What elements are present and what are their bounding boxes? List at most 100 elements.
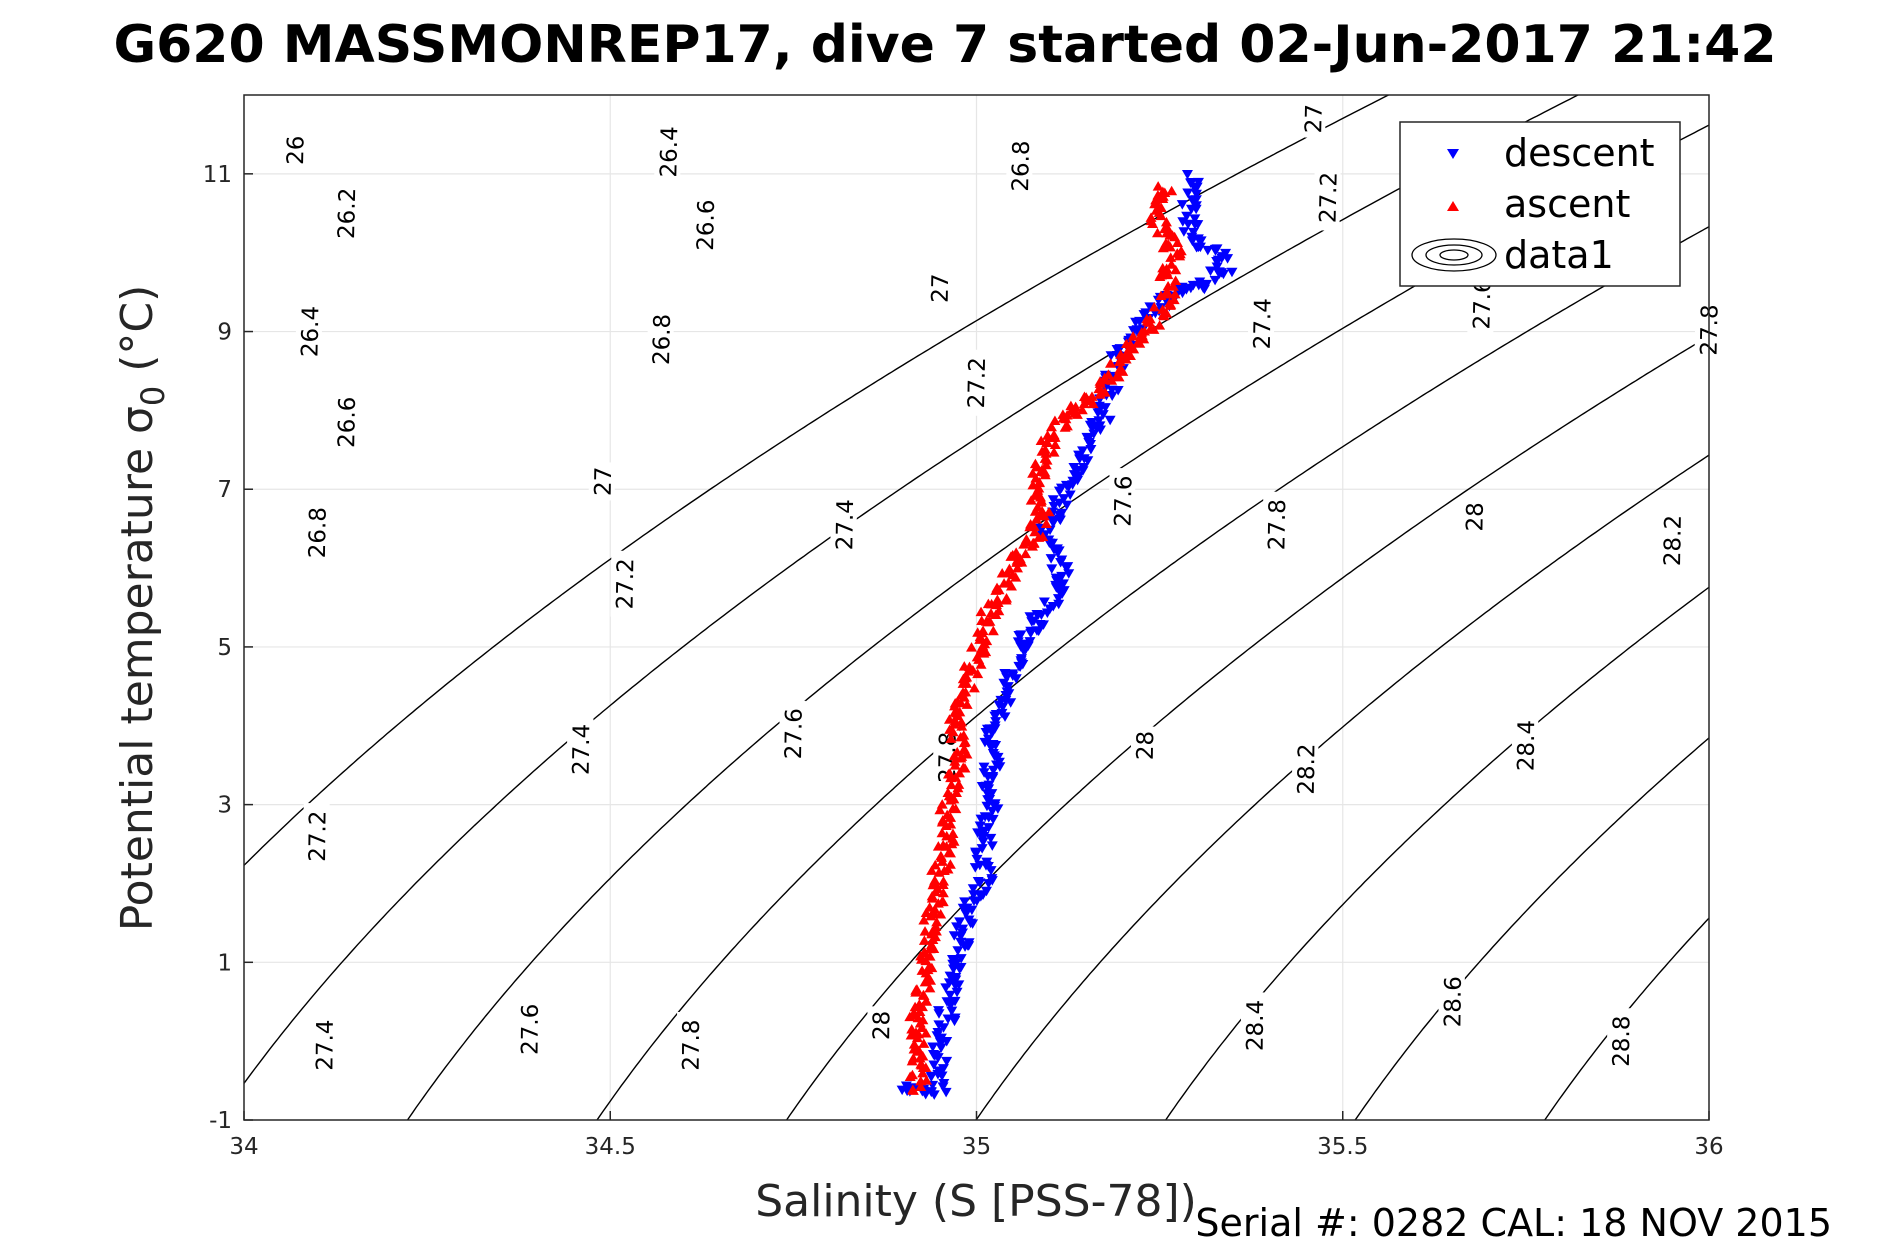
contour-label-text: 28: [1462, 502, 1489, 532]
contour-label: 27.4: [1247, 290, 1277, 357]
data-point-ascent: [978, 648, 990, 658]
data-point-ascent: [932, 883, 944, 894]
data-point-descent: [1106, 385, 1118, 396]
data-point-ascent: [915, 1081, 927, 1092]
contour-label-text: 27.4: [569, 724, 596, 776]
data-point-ascent: [982, 616, 994, 627]
contour-label-halo: [610, 550, 638, 617]
data-point-descent: [960, 909, 972, 920]
data-point-descent: [1015, 630, 1027, 640]
data-point-ascent: [906, 1055, 918, 1066]
data-point-ascent: [916, 1022, 928, 1033]
data-point-descent: [1176, 288, 1188, 299]
contour-label: 27: [1299, 99, 1328, 138]
data-point-ascent: [945, 779, 957, 790]
data-point-ascent: [959, 736, 971, 747]
contour-label-text: 27: [1301, 104, 1328, 134]
data-point-ascent: [971, 651, 983, 662]
data-point-ascent: [1154, 271, 1166, 282]
contour-label-halo: [302, 499, 330, 566]
data-point-descent: [967, 919, 979, 929]
contour-label-text: 28.4: [1243, 1000, 1269, 1051]
contour-label: 26.6: [690, 191, 720, 259]
data-point-ascent: [968, 682, 980, 693]
data-point-descent: [1105, 351, 1117, 361]
legend: descent ascent data1: [1399, 121, 1681, 287]
data-point-ascent: [1020, 548, 1032, 559]
data-point-descent: [952, 946, 964, 956]
legend-marker-descent: [1447, 149, 1459, 159]
data-point-descent: [1025, 628, 1037, 639]
data-point-descent: [1034, 620, 1046, 630]
data-point-ascent: [935, 852, 947, 862]
x-tick-label: 35: [962, 1134, 991, 1160]
data-point-descent: [985, 833, 997, 844]
data-point-descent: [961, 903, 973, 914]
data-point-ascent: [941, 830, 953, 841]
data-point-descent: [990, 710, 1002, 720]
data-point-ascent: [1113, 356, 1125, 367]
data-point-descent: [1046, 538, 1058, 549]
data-point-descent: [1010, 674, 1022, 684]
density-contour: [975, 454, 1709, 1120]
y-tick-label: 5: [217, 635, 232, 661]
data-point-ascent: [1149, 198, 1161, 209]
chart-title: G620 MASSMONREP17, dive 7 started 02-Jun…: [113, 15, 1776, 75]
data-point-descent: [1134, 316, 1146, 327]
contour-label-halo: [1130, 726, 1158, 765]
data-point-descent: [935, 1043, 947, 1053]
data-point-ascent: [908, 1043, 920, 1054]
contour-label: 27.2: [302, 803, 332, 870]
data-point-descent: [1088, 429, 1100, 439]
data-point-descent: [1001, 673, 1013, 683]
data-point-descent: [940, 983, 952, 993]
data-point-ascent: [1038, 510, 1050, 521]
data-point-ascent: [1037, 531, 1049, 542]
data-point-descent: [987, 765, 999, 776]
data-point-descent: [955, 931, 967, 942]
data-point-ascent: [937, 887, 949, 898]
data-point-descent: [948, 931, 960, 941]
legend-label-descent: descent: [1504, 131, 1655, 175]
contour-label-text: 27.2: [612, 558, 639, 610]
data-point-ascent: [948, 719, 960, 729]
data-point-ascent: [1040, 518, 1052, 528]
data-point-descent: [1012, 637, 1024, 647]
data-point-descent: [968, 896, 980, 906]
data-point-ascent: [1026, 541, 1038, 551]
data-point-ascent: [975, 659, 987, 669]
data-point-descent: [1187, 227, 1199, 238]
data-point-ascent: [944, 812, 956, 822]
data-point-ascent: [1045, 421, 1057, 432]
data-point-descent: [1073, 450, 1085, 461]
data-point-ascent: [918, 1038, 930, 1048]
data-point-ascent: [1094, 389, 1106, 399]
contour-label-text: 26.8: [305, 507, 332, 559]
data-point-descent: [986, 841, 998, 851]
data-point-ascent: [1039, 469, 1051, 480]
data-point-ascent: [1157, 193, 1169, 204]
data-point-descent: [982, 772, 994, 782]
data-point-descent: [969, 863, 981, 873]
contour-label: 26.4: [295, 298, 324, 365]
contour-label-text: 28: [869, 1011, 895, 1041]
data-point-ascent: [905, 1029, 917, 1040]
data-point-descent: [983, 823, 995, 833]
contour-label-halo: [1657, 507, 1685, 574]
data-point-descent: [941, 1037, 953, 1047]
data-point-descent: [997, 702, 1009, 713]
contour-label: 28.2: [1657, 507, 1687, 574]
data-point-descent: [1055, 557, 1067, 568]
data-point-descent: [1038, 597, 1050, 608]
data-point-ascent: [1162, 288, 1174, 299]
data-point-descent: [1190, 204, 1202, 215]
contour-label: 27.6: [1108, 467, 1137, 535]
data-point-ascent: [950, 772, 962, 782]
contour-label: 27: [588, 462, 617, 501]
density-contour: [1354, 737, 1709, 1120]
data-point-ascent: [1029, 526, 1041, 537]
contour-label-text: 26.6: [693, 199, 720, 251]
data-point-ascent: [918, 935, 930, 945]
density-contour: [244, 95, 1390, 866]
contour-label-text: 26.2: [334, 187, 361, 239]
